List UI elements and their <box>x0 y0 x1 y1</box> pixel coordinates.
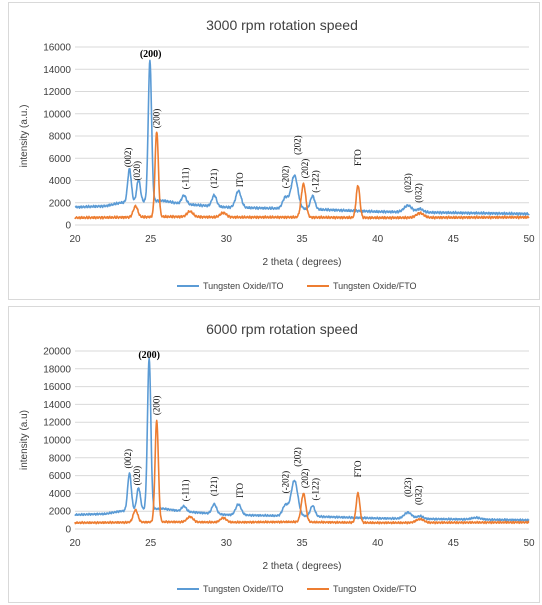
y-tick-label: 10000 <box>43 436 71 447</box>
y-tick-label: 20000 <box>43 347 71 358</box>
y-tick-label: 0 <box>65 525 71 536</box>
series-line-fto <box>74 419 530 525</box>
x-tick-label: 20 <box>69 234 81 245</box>
x-tick-label: 25 <box>145 538 157 549</box>
legend-entry: Tungsten Oxide/FTO <box>333 584 417 594</box>
x-tick-label: 45 <box>448 538 460 549</box>
peak-label: (200) <box>138 350 160 361</box>
y-tick-label: 12000 <box>43 418 71 429</box>
x-tick-label: 50 <box>523 538 535 549</box>
peak-label: (200) <box>140 49 162 60</box>
peak-label: (202) <box>292 447 302 467</box>
legend-entry: Tungsten Oxide/ITO <box>203 281 284 291</box>
y-axis-label: intensity (a.u.) <box>19 105 30 168</box>
x-tick-label: 35 <box>296 538 308 549</box>
peak-label: (020) <box>132 466 142 486</box>
peak-label: (002) <box>123 148 133 168</box>
peak-label: (202) <box>300 469 310 489</box>
y-tick-label: 2000 <box>49 507 72 518</box>
x-tick-label: 40 <box>372 538 384 549</box>
legend-entry: Tungsten Oxide/FTO <box>333 281 417 291</box>
peak-label: FTO <box>353 149 363 166</box>
y-tick-label: 6000 <box>49 471 72 482</box>
peak-label: (202) <box>300 159 310 179</box>
peak-label: ITO <box>235 483 245 498</box>
series-line-ito <box>74 357 530 522</box>
peak-label: (-111) <box>181 480 191 502</box>
y-tick-label: 18000 <box>43 364 71 375</box>
y-tick-label: 14000 <box>43 65 71 76</box>
peak-label: (-122) <box>311 478 321 501</box>
x-tick-label: 35 <box>296 234 308 245</box>
chart-panel-6000rpm: 6000 rpm rotation speed 0 2000 4000 6000 8000… <box>8 306 540 603</box>
y-axis-label: intensity (a.u) <box>19 410 30 470</box>
y-tick-label: 4000 <box>49 176 72 187</box>
x-tick-label: 50 <box>523 234 535 245</box>
x-tick-label: 45 <box>448 234 460 245</box>
peak-label: (-111) <box>181 168 191 190</box>
peak-label: (032) <box>414 485 424 505</box>
peak-label: (121) <box>209 477 219 497</box>
x-tick-label: 30 <box>221 234 233 245</box>
peak-label: (002) <box>123 449 133 469</box>
peak-label: (202) <box>292 135 302 155</box>
series-line-ito <box>74 59 530 216</box>
y-tick-label: 16000 <box>43 43 71 54</box>
legend-entry: Tungsten Oxide/ITO <box>203 584 284 594</box>
peak-label: FTO <box>353 460 363 477</box>
peak-label: (121) <box>209 169 219 189</box>
series-line-fto <box>74 131 530 220</box>
peak-label: (023) <box>403 477 413 497</box>
peak-label: (200) <box>152 109 162 128</box>
peak-label: (-202) <box>280 471 290 494</box>
chart-6000rpm: 6000 rpm rotation speed 0 2000 4000 6000 8000… <box>19 321 535 594</box>
y-tick-label: 6000 <box>49 154 72 165</box>
x-tick-label: 20 <box>69 538 81 549</box>
peak-label: (023) <box>403 173 413 193</box>
peak-label: (200) <box>152 396 162 416</box>
chart-title: 3000 rpm rotation speed <box>206 17 358 33</box>
x-axis-label: 2 theta ( degrees) <box>263 257 342 268</box>
y-tick-label: 10000 <box>43 109 71 120</box>
y-tick-label: 0 <box>65 221 71 232</box>
y-tick-label: 14000 <box>43 400 71 411</box>
chart-title: 6000 rpm rotation speed <box>206 321 358 337</box>
peak-label: (-202) <box>280 166 290 189</box>
x-tick-label: 40 <box>372 234 384 245</box>
y-tick-label: 4000 <box>49 489 72 500</box>
y-tick-label: 16000 <box>43 382 71 393</box>
y-tick-label: 2000 <box>49 198 72 209</box>
y-tick-label: 8000 <box>49 132 72 143</box>
y-tick-label: 8000 <box>49 453 72 464</box>
y-tick-label: 12000 <box>43 87 71 98</box>
peak-label: (-122) <box>311 170 321 193</box>
x-tick-label: 30 <box>221 538 233 549</box>
peak-label: (020) <box>132 161 142 181</box>
peak-label: (032) <box>414 183 424 203</box>
chart-panel-3000rpm: 3000 rpm rotation speed 0 2000 4000 6000 8000… <box>8 2 540 300</box>
x-tick-label: 25 <box>145 234 157 245</box>
peak-label: ITO <box>235 172 245 187</box>
x-axis-label: 2 theta ( degrees) <box>263 561 342 572</box>
chart-3000rpm: 3000 rpm rotation speed 0 2000 4000 6000 8000… <box>19 17 535 291</box>
